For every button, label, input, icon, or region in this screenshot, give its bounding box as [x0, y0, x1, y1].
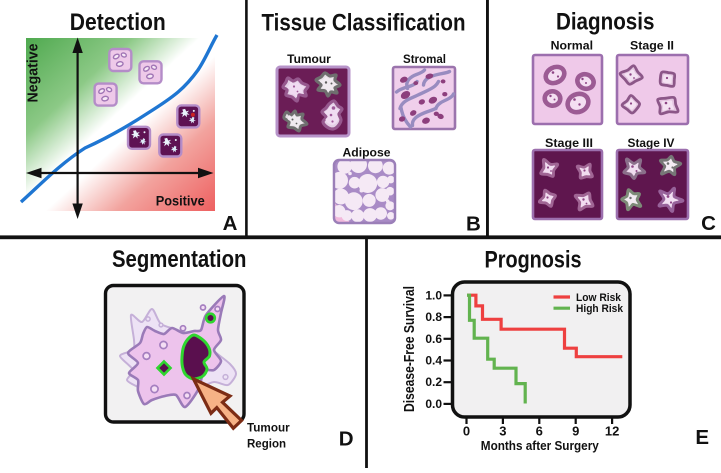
svg-text:Segmentation: Segmentation — [112, 246, 247, 273]
svg-text:E: E — [695, 426, 709, 449]
svg-text:Normal: Normal — [551, 39, 593, 53]
svg-text:Detection: Detection — [70, 9, 166, 36]
svg-text:0.8: 0.8 — [425, 310, 442, 324]
svg-text:Stage III: Stage III — [545, 136, 593, 150]
svg-text:1.0: 1.0 — [425, 288, 442, 302]
svg-text:0: 0 — [463, 424, 470, 439]
svg-text:Stage IV: Stage IV — [628, 136, 676, 150]
svg-text:9: 9 — [572, 424, 579, 439]
svg-text:Diagnosis: Diagnosis — [556, 9, 655, 36]
svg-text:Adipose: Adipose — [343, 146, 391, 160]
svg-text:Tumour: Tumour — [247, 421, 290, 435]
svg-text:Region: Region — [247, 436, 286, 450]
svg-text:Tissue Classification: Tissue Classification — [262, 10, 466, 37]
svg-text:Tumour: Tumour — [287, 52, 331, 66]
svg-text:0.0: 0.0 — [425, 397, 442, 411]
svg-text:A: A — [223, 212, 238, 235]
svg-text:Negative: Negative — [25, 44, 42, 103]
svg-text:C: C — [701, 212, 716, 235]
svg-text:0.6: 0.6 — [425, 332, 442, 346]
svg-text:Positive: Positive — [156, 194, 205, 209]
svg-text:B: B — [466, 212, 481, 235]
svg-text:Disease-Free Survival: Disease-Free Survival — [401, 286, 418, 412]
svg-text:0.4: 0.4 — [425, 354, 442, 368]
svg-text:6: 6 — [536, 424, 543, 439]
svg-text:3: 3 — [499, 424, 506, 439]
svg-text:Stage II: Stage II — [630, 39, 674, 53]
svg-text:Months after Surgery: Months after Surgery — [481, 438, 600, 453]
svg-text:High Risk: High Risk — [576, 303, 624, 315]
svg-text:Stromal: Stromal — [403, 52, 446, 66]
svg-text:D: D — [339, 428, 354, 451]
svg-text:12: 12 — [605, 424, 619, 439]
svg-text:Low Risk: Low Risk — [576, 292, 622, 304]
svg-text:0.2: 0.2 — [425, 375, 442, 389]
svg-text:Prognosis: Prognosis — [485, 246, 582, 273]
